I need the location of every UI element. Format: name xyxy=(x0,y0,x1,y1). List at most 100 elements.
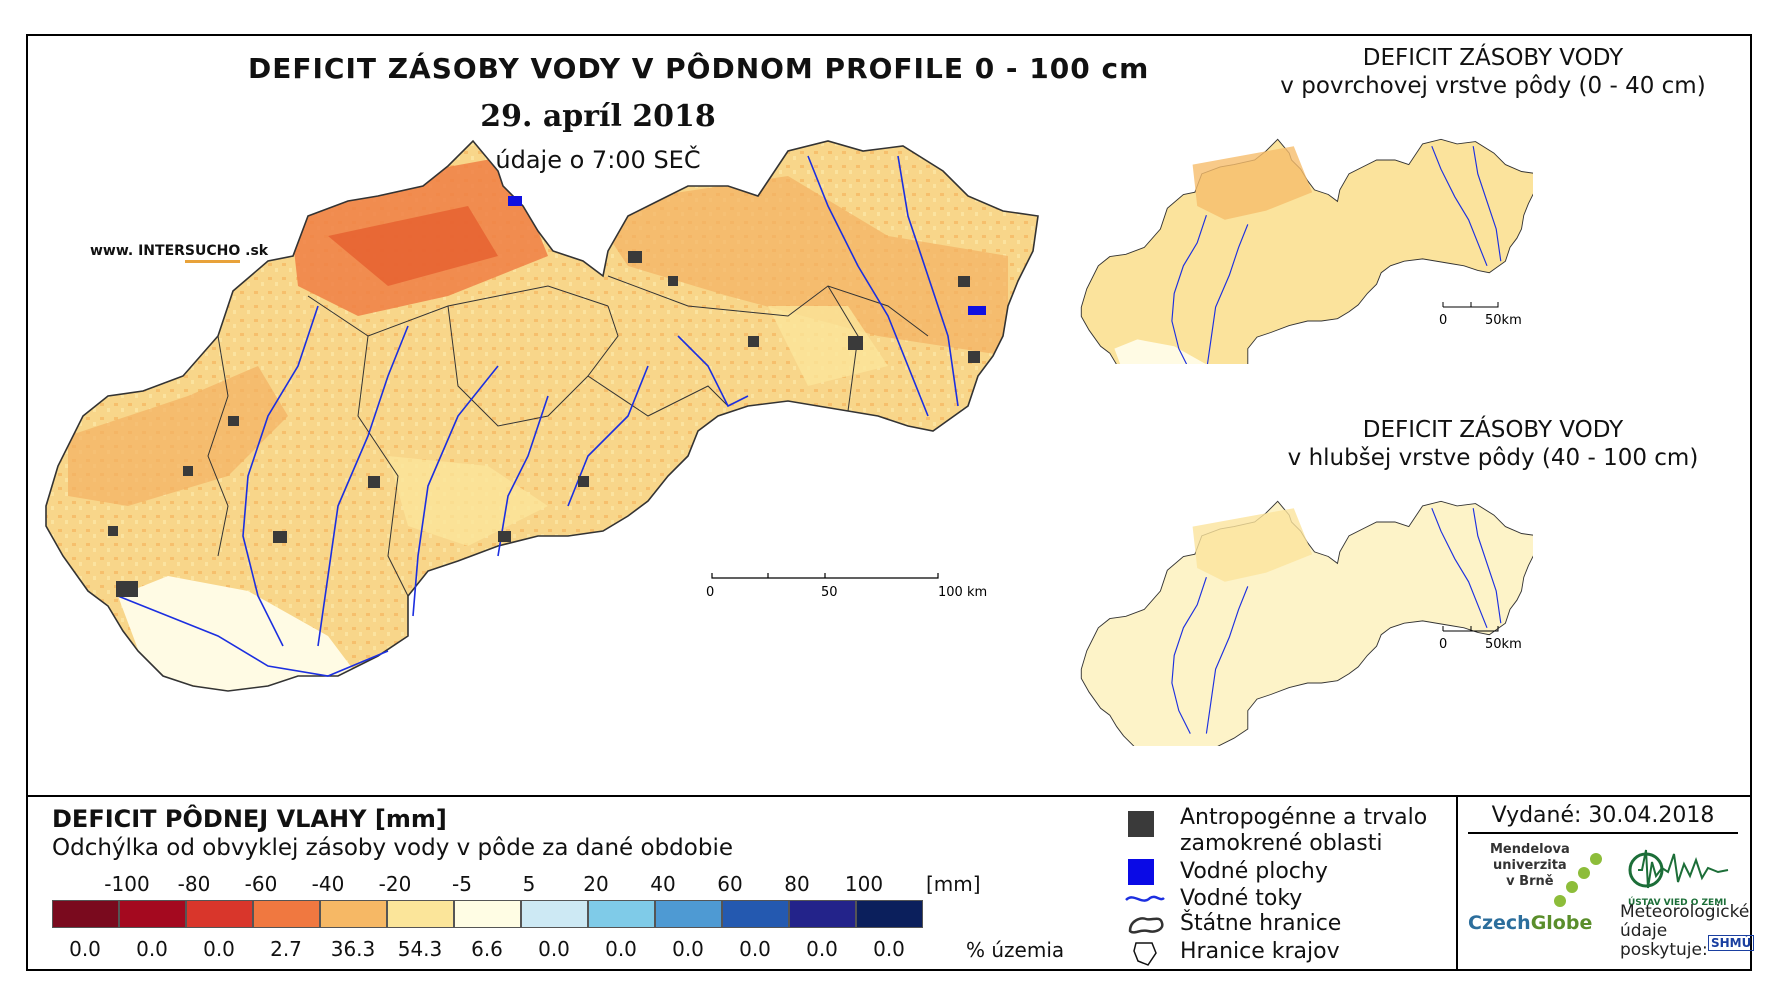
legend-swatch xyxy=(521,900,588,928)
meteo-line3: poskytuje: xyxy=(1620,940,1708,960)
high-deficit-core xyxy=(328,206,498,286)
issued-date: Vydané: 30.04.2018 xyxy=(1468,803,1738,834)
legend-percentage: 0.0 xyxy=(605,937,637,961)
legend-percentage: 0.0 xyxy=(672,937,704,961)
scale-tick-0: 0 xyxy=(706,585,714,600)
legend-class-label: -5 xyxy=(452,872,472,896)
region-borders xyxy=(207,275,929,597)
west-deficit-area xyxy=(68,366,288,506)
state-border xyxy=(45,139,1039,692)
mendel-dots-icon xyxy=(1554,853,1602,907)
scale-tick-100: 100 km xyxy=(938,585,987,600)
region-border-icon xyxy=(1133,942,1157,966)
map-panel: DEFICIT ZÁSOBY VODY V PÔDNOM PROFILE 0 -… xyxy=(28,36,1750,797)
regions-label: Hranice krajov xyxy=(1180,939,1340,964)
ustav-vied-o-zemi-logo: ÚSTAV VIED O ZEMI xyxy=(1628,842,1738,908)
legend-class-label: -60 xyxy=(244,872,278,896)
main-scale-bar: 0 50 100 km xyxy=(706,573,987,600)
top-inset-map-svg: 0 50km xyxy=(1080,138,1533,364)
bottom-inset-scale-bar: 0 50km xyxy=(1439,626,1522,652)
legend-class-label: -20 xyxy=(378,872,412,896)
czechglobe-logo: CzechGlobe xyxy=(1468,912,1593,934)
meteo-line1: Meteorologické xyxy=(1620,902,1750,922)
meteo-line2: údaje xyxy=(1620,921,1668,941)
legend-swatch xyxy=(186,900,253,928)
mendel-university-logo: Mendelova univerzita v Brně xyxy=(1490,842,1570,889)
main-map-time: údaje o 7:00 SEČ xyxy=(495,146,701,174)
urban-swatch-icon xyxy=(1128,811,1154,837)
top-inset-title: DEFICIT ZÁSOBY VODY v povrchovej vrstve … xyxy=(1263,44,1723,100)
legend-class-label: -80 xyxy=(177,872,211,896)
water-body-swatch-icon xyxy=(1128,859,1154,885)
legend-percentage: 0.0 xyxy=(203,937,235,961)
top-inset-title-line1: DEFICIT ZÁSOBY VODY xyxy=(1362,45,1624,71)
bottom-inset-scale-tick-0: 0 xyxy=(1439,637,1447,652)
legend-swatch xyxy=(856,900,923,928)
bottom-inset-title: DEFICIT ZÁSOBY VODY v hlubšej vrstve pôd… xyxy=(1263,416,1723,472)
urban-label-line2: zamokrené oblasti xyxy=(1180,831,1383,856)
central-moderate-area xyxy=(388,456,548,546)
ustav-label: ÚSTAV VIED O ZEMI xyxy=(1628,898,1727,908)
legend-percentage: 6.6 xyxy=(471,937,503,961)
bottom-inset-title-line2: v hlubšej vrstve pôdy (40 - 100 cm) xyxy=(1287,445,1699,471)
legend-percent-unit: % územia xyxy=(966,938,1065,962)
legend-class-label: 60 xyxy=(717,872,743,896)
legend-title: DEFICIT PÔDNEJ VLAHY [mm] xyxy=(52,805,447,833)
meteo-data-credit: Meteorologické údaje poskytuje: xyxy=(1620,903,1749,960)
legend-swatch xyxy=(789,900,856,928)
water-bodies-label: Vodné plochy xyxy=(1180,859,1328,884)
legend-percentage: 0.0 xyxy=(69,937,101,961)
main-map-date: 29. apríl 2018 xyxy=(480,99,716,134)
map-frame: DEFICIT ZÁSOBY VODY V PÔDNOM PROFILE 0 -… xyxy=(26,34,1755,971)
legend-swatch xyxy=(454,900,521,928)
bottom-inset-map-svg: 0 50km xyxy=(1080,500,1533,746)
intersucho-logo: www. INTERSUCHO .sk xyxy=(90,243,268,263)
top-inset-scale-tick-50: 50km xyxy=(1485,313,1522,328)
legend-percentage: 54.3 xyxy=(397,937,443,961)
top-inset-scale-tick-0: 0 xyxy=(1439,313,1447,328)
top-inset-title-line2: v povrchovej vrstve pôdy (0 - 40 cm) xyxy=(1280,73,1706,99)
legend-swatch xyxy=(722,900,789,928)
legend-class-label: -100 xyxy=(104,872,150,896)
seismograph-icon xyxy=(1628,849,1729,889)
state-border-label: Štátne hranice xyxy=(1180,911,1342,936)
legend-percentage: 0.0 xyxy=(873,937,905,961)
east-deficit-area xyxy=(588,176,1008,356)
bottom-inset-scale-tick-50: 50km xyxy=(1485,637,1522,652)
legend-percentage: 0.0 xyxy=(136,937,168,961)
rivers-label: Vodné toky xyxy=(1180,886,1303,911)
urban-label-line1: Antropogénne a trvalo xyxy=(1180,805,1428,830)
south-wet-area xyxy=(118,576,358,691)
top-inset-scale-bar: 0 50km xyxy=(1439,302,1522,328)
legend-class-label: 80 xyxy=(784,872,810,896)
legend-divider xyxy=(1456,797,1458,969)
shmu-logo: SHMÚ xyxy=(1708,935,1755,951)
legend-percentage: 36.3 xyxy=(330,937,376,961)
legend-percentage: 2.7 xyxy=(270,937,302,961)
legend-class-label: 20 xyxy=(583,872,609,896)
legend-class-label: -40 xyxy=(311,872,345,896)
legend-class-label: 100 xyxy=(844,872,884,896)
urban-areas xyxy=(108,251,980,597)
legend-swatch xyxy=(52,900,119,928)
legend-class-label: 40 xyxy=(650,872,676,896)
legend-swatch xyxy=(253,900,320,928)
legend-percentage: 0.0 xyxy=(538,937,570,961)
legend-subtitle: Odchýlka od obvyklej zásoby vody v pôde … xyxy=(52,835,733,861)
bottom-inset-title-line1: DEFICIT ZÁSOBY VODY xyxy=(1362,417,1624,443)
legend-class-label: 5 xyxy=(522,872,536,896)
legend-unit: [mm] xyxy=(926,872,981,896)
legend-swatch xyxy=(588,900,655,928)
legend-percentage: 0.0 xyxy=(806,937,838,961)
state-border-icon xyxy=(1128,917,1164,934)
river-line-icon xyxy=(1125,895,1165,902)
main-map-svg: 0 50 100 km xyxy=(45,139,1039,692)
legend-panel: DEFICIT PÔDNEJ VLAHY [mm] Odchýlka od ob… xyxy=(28,797,1755,969)
legend-swatch xyxy=(119,900,186,928)
water-bodies xyxy=(508,196,986,315)
legend-swatch xyxy=(387,900,454,928)
east-moderate-area xyxy=(768,306,888,386)
legend-swatch xyxy=(655,900,722,928)
legend-swatch xyxy=(320,900,387,928)
scale-tick-50: 50 xyxy=(821,585,838,600)
